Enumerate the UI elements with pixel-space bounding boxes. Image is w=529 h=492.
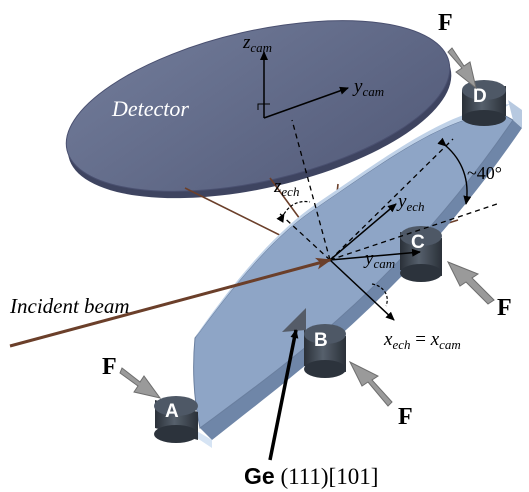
ge-label: Ge (111)[101]: [244, 463, 378, 489]
zech-arc-icon: [276, 200, 311, 223]
support-d-label: D: [473, 86, 487, 107]
ge-crystal: [193, 100, 522, 448]
incident-beam-arrow: [9, 257, 332, 348]
force-arrow-c: [446, 261, 495, 305]
y-cam-top-label: ycam: [352, 76, 384, 99]
support-c: C: [400, 226, 442, 282]
camera-axes-top: [257, 51, 349, 119]
support-d: D: [462, 80, 506, 126]
force-arrow-b: [348, 360, 393, 407]
force-arrows: [119, 47, 495, 407]
force-label-d: F: [438, 10, 453, 36]
y-ech-label: yech: [396, 191, 424, 214]
ge-pointer-arrow: [268, 329, 299, 461]
support-c-label: C: [411, 232, 425, 253]
force-label-b: F: [398, 404, 413, 430]
support-b-label: B: [314, 330, 328, 351]
angle-label: ~40°: [467, 163, 502, 183]
support-a-label: A: [165, 401, 179, 422]
force-label-c: F: [497, 295, 512, 321]
force-arrow-d: [447, 47, 477, 90]
detector-label: Detector: [111, 96, 189, 121]
z-ech-label: zech: [273, 176, 299, 199]
z-cam-label: zcam: [242, 32, 272, 55]
support-b: B: [304, 324, 346, 378]
origin-axes: [329, 203, 421, 321]
ge-wedge-mark: [282, 308, 306, 332]
support-a: A: [154, 396, 198, 443]
x-ech-equals-x-cam-label: xech = xcam: [383, 329, 461, 352]
dashed-guides: [277, 119, 501, 261]
force-arrow-a: [119, 367, 162, 399]
force-label-a: F: [102, 354, 117, 380]
y-cam-low-label: ycam: [363, 248, 395, 271]
angle-arc-icon: [437, 137, 472, 205]
rotation-arc-icon: [371, 283, 388, 307]
incident-beam-label: Incident beam: [9, 294, 130, 318]
